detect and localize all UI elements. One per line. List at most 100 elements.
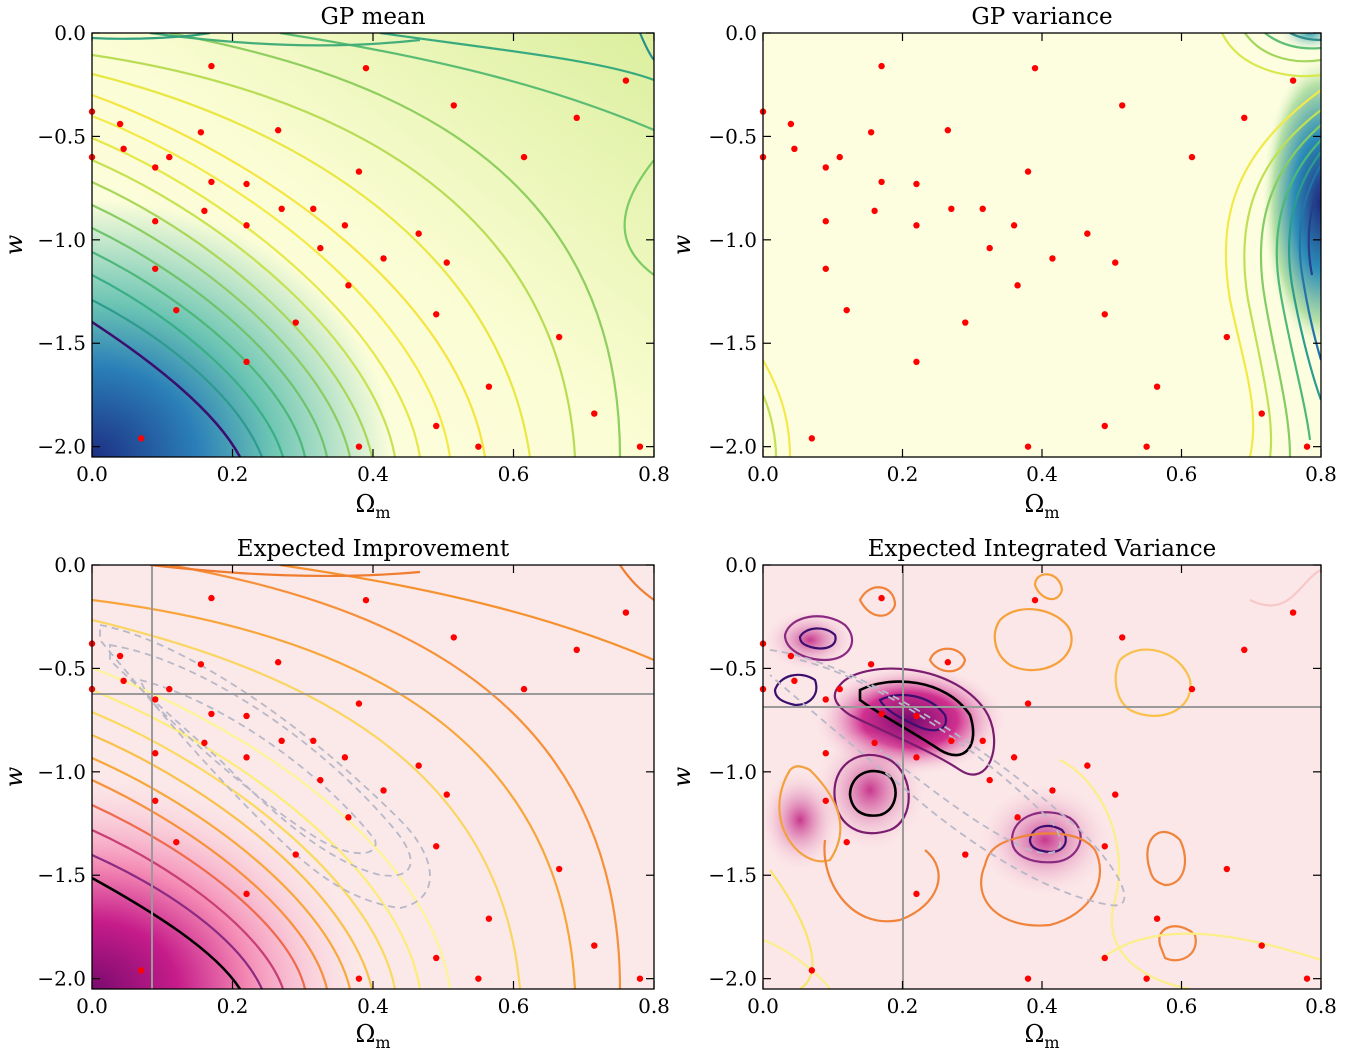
training-point: [1223, 333, 1231, 341]
training-point: [201, 207, 208, 215]
training-point: [878, 178, 885, 186]
training-point: [380, 787, 387, 794]
training-point: [450, 102, 457, 109]
training-point: [243, 358, 250, 366]
training-point: [1010, 754, 1018, 761]
training-point: [485, 915, 493, 922]
x-tick-label: 0.8: [1305, 994, 1337, 1018]
training-point: [1289, 77, 1297, 84]
training-point: [443, 259, 450, 266]
training-point: [808, 435, 816, 442]
training-point: [197, 661, 205, 668]
y-tick-label: −1.0: [708, 228, 757, 252]
training-point: [116, 120, 124, 128]
training-point: [243, 712, 250, 720]
y-axis-label: w: [0, 766, 28, 787]
training-point: [913, 712, 920, 720]
training-point: [787, 652, 795, 660]
training-point: [986, 244, 993, 252]
training-point: [166, 685, 173, 693]
training-point: [1223, 865, 1231, 873]
x-tick-label: 0.4: [1026, 462, 1058, 486]
training-point: [208, 62, 215, 70]
training-point: [208, 594, 215, 602]
training-point: [836, 153, 843, 161]
training-point: [1303, 443, 1311, 450]
training-point: [573, 646, 580, 653]
training-points: [88, 594, 644, 982]
training-points: [88, 62, 644, 450]
axis-ticks: 0.0 0.2 0.4 0.6 0.8 0.0 −0.5 −1.0 −1.5 −2.0: [708, 21, 1336, 486]
training-point: [317, 776, 324, 784]
training-point: [944, 659, 952, 666]
training-point: [433, 311, 440, 318]
training-point: [1258, 410, 1265, 417]
training-point: [362, 596, 370, 604]
x-tick-label: 0.0: [76, 994, 108, 1018]
y-tick-label: 0.0: [725, 553, 757, 577]
training-point: [278, 205, 285, 213]
training-points: [759, 62, 1311, 450]
training-point: [1143, 975, 1150, 982]
training-point: [791, 677, 798, 685]
training-point: [345, 814, 352, 821]
x-axis-label: Ωm: [1024, 1020, 1059, 1050]
training-point: [243, 890, 250, 898]
y-tick-label: 0.0: [725, 21, 757, 45]
training-point: [808, 967, 816, 974]
training-point: [1119, 634, 1126, 641]
panel-gp-variance: GP variance 0.0 0.2 0.4 0.6: [668, 4, 1337, 522]
training-point: [822, 696, 829, 703]
training-point: [1024, 975, 1032, 982]
training-point: [1031, 64, 1039, 72]
x-tick-label: 0.2: [887, 462, 919, 486]
y-axis-label: w: [0, 234, 28, 255]
y-tick-label: −1.5: [708, 863, 757, 887]
training-point: [341, 754, 349, 761]
training-point: [1014, 282, 1021, 289]
training-point: [822, 265, 829, 272]
x-tick-label: 0.0: [747, 462, 779, 486]
y-tick-label: −1.5: [37, 863, 86, 887]
training-point: [1024, 168, 1032, 175]
training-point: [822, 164, 829, 171]
training-point: [944, 127, 952, 134]
training-point: [152, 218, 159, 225]
training-point: [913, 358, 920, 366]
training-point: [1014, 814, 1021, 821]
y-tick-label: −2.0: [37, 967, 86, 991]
training-point: [433, 843, 440, 850]
training-point: [867, 661, 875, 668]
x-tick-label: 0.8: [1305, 462, 1337, 486]
training-point: [1049, 787, 1056, 794]
training-point: [201, 739, 208, 747]
x-tick-label: 0.4: [1026, 994, 1058, 1018]
training-point: [913, 180, 920, 188]
training-point: [948, 205, 955, 213]
training-point: [433, 954, 440, 962]
y-axis-label: w: [668, 766, 696, 787]
training-point: [317, 244, 324, 252]
training-point: [1258, 942, 1265, 949]
training-point: [485, 383, 493, 390]
training-point: [475, 975, 482, 982]
training-point: [341, 222, 349, 229]
training-point: [355, 168, 363, 175]
training-point: [843, 306, 850, 314]
training-point: [243, 754, 250, 761]
x-axis-label: Ωm: [355, 1020, 390, 1050]
training-point: [243, 180, 250, 188]
training-point: [1031, 596, 1039, 604]
training-point: [345, 282, 352, 289]
contour-field: [763, 33, 1321, 457]
training-point: [913, 222, 920, 229]
training-point: [152, 696, 159, 703]
training-point: [355, 975, 363, 982]
x-tick-label: 0.6: [498, 994, 530, 1018]
training-point: [822, 218, 829, 225]
x-tick-label: 0.6: [498, 462, 530, 486]
training-point: [415, 762, 422, 769]
training-point: [871, 207, 878, 215]
training-point: [278, 737, 285, 745]
training-point: [120, 677, 127, 685]
